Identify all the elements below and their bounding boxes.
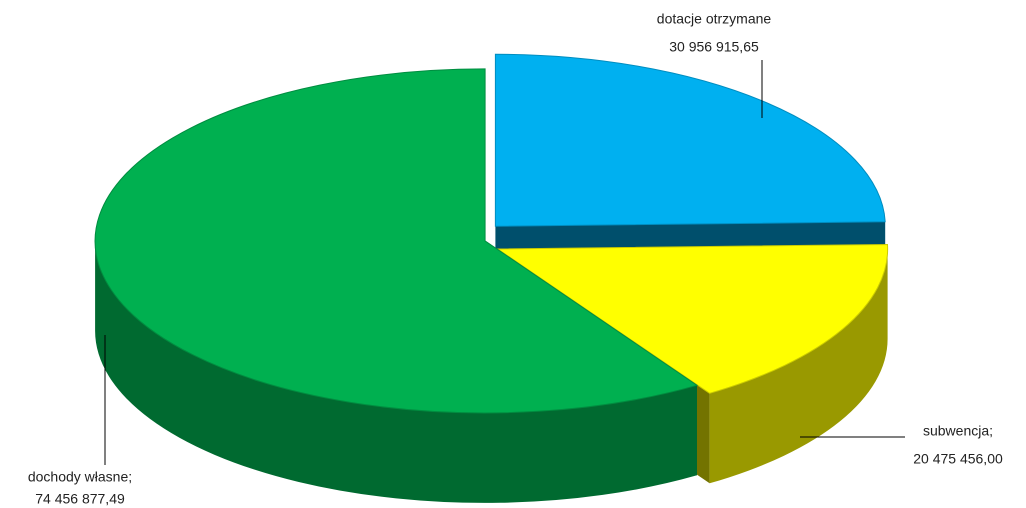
category-label: dotacje otrzymane <box>657 11 772 27</box>
slice <box>94 68 699 414</box>
slice <box>494 53 886 227</box>
value-label: 20 475 456,00 <box>913 451 1003 467</box>
category-label: subwencja; <box>923 423 993 439</box>
slice-side <box>709 249 888 484</box>
category-label: dochody własne; <box>28 469 132 485</box>
value-label: 74 456 877,49 <box>35 491 125 507</box>
slice <box>496 243 889 394</box>
value-label: 30 956 915,65 <box>669 39 759 55</box>
slice-side <box>95 240 698 503</box>
